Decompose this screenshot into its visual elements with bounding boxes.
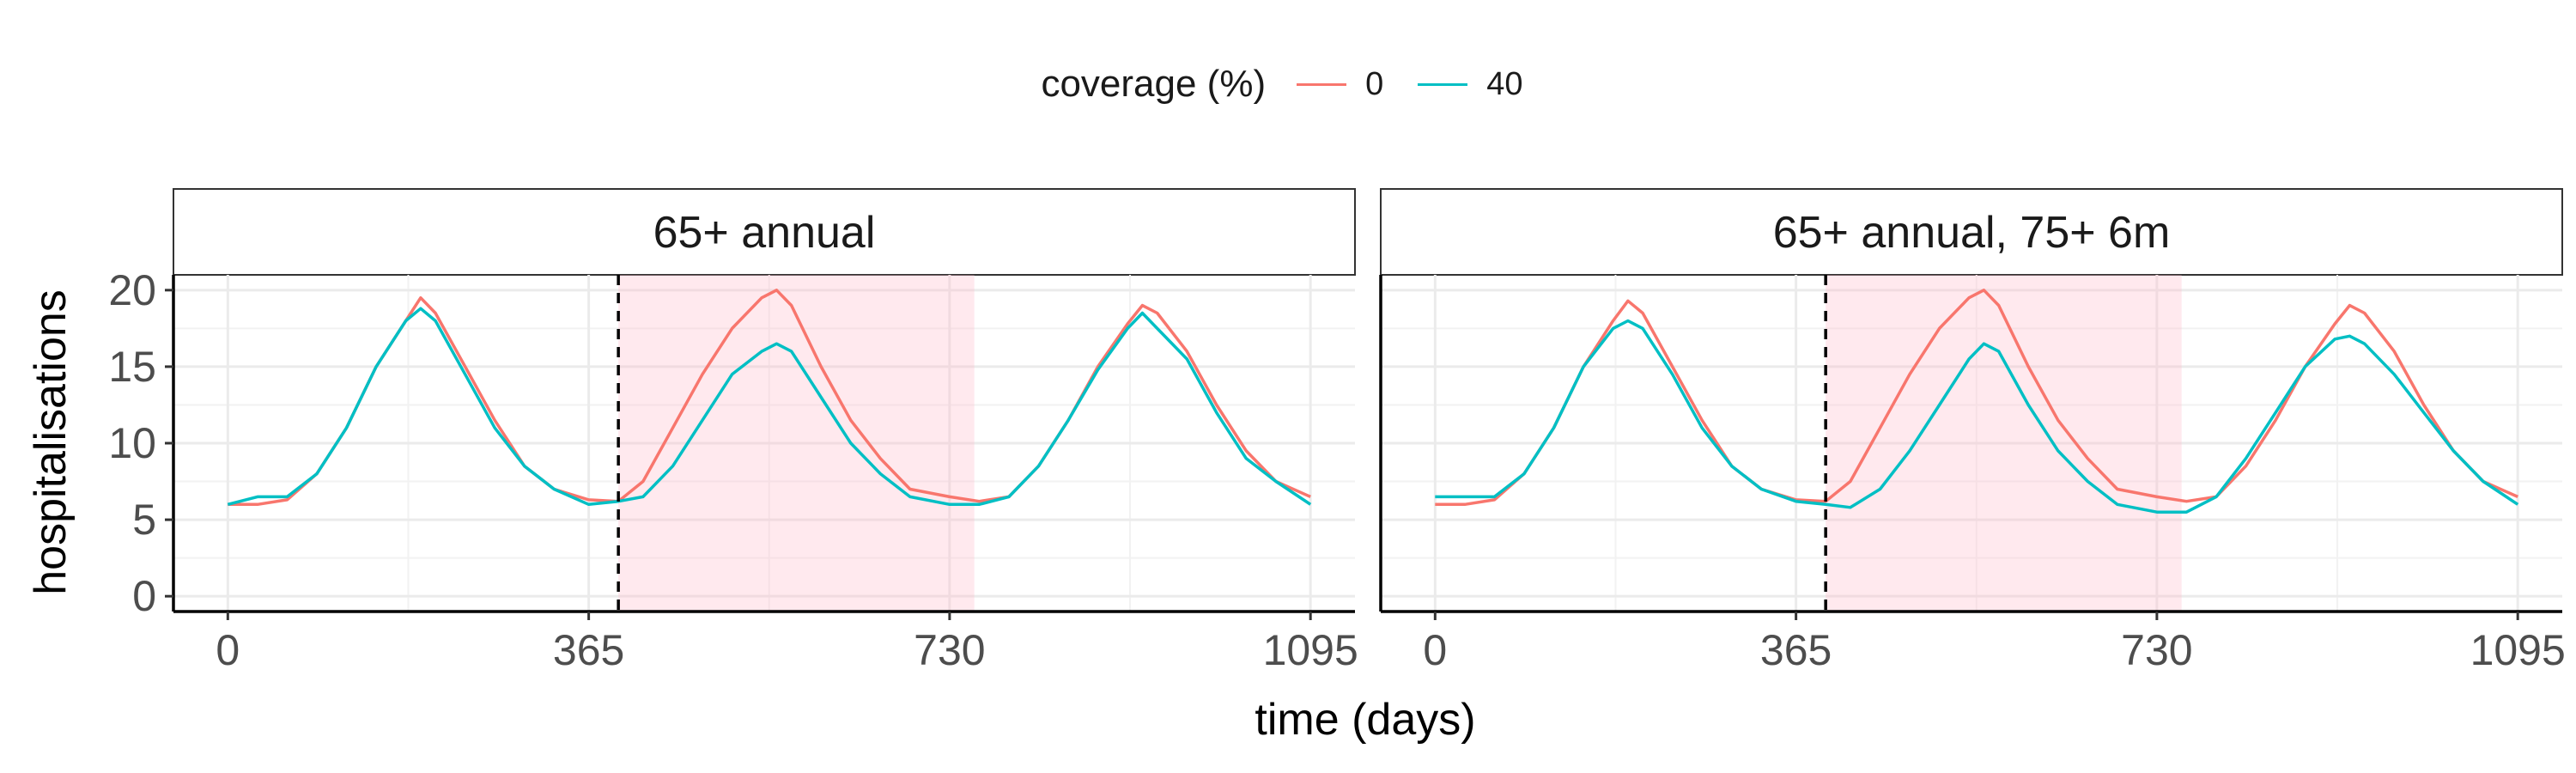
x-tick-label: 365 — [1760, 626, 1832, 674]
legend-label-40: 40 — [1486, 65, 1523, 102]
y-tick-label: 10 — [108, 419, 156, 467]
x-tick-label: 730 — [914, 626, 985, 674]
x-axis-title: time (days) — [1255, 695, 1475, 745]
legend-swatch-40 — [1418, 82, 1468, 86]
x-tick-label: 730 — [2121, 626, 2192, 674]
panel-strip-label-1: 65+ annual, 75+ 6m — [1773, 208, 2171, 258]
shaded-region-0 — [618, 275, 975, 612]
series-line-0-panel-0 — [228, 289, 1311, 507]
series-line-0-panel-1 — [1435, 289, 2518, 507]
x-tick-label: 365 — [553, 626, 624, 674]
legend-item-40: 40 — [1418, 65, 1523, 103]
x-tick-label: 0 — [1423, 626, 1447, 674]
y-tick-label: 5 — [132, 496, 156, 544]
y-axis-title: hospitalisations — [26, 289, 76, 595]
legend-title: coverage (%) — [1041, 63, 1267, 105]
panel-strip-1 — [1380, 188, 2563, 276]
legend-swatch-0 — [1297, 82, 1347, 86]
legend-item-0: 0 — [1297, 66, 1383, 103]
y-tick-label: 15 — [108, 343, 156, 391]
series-line-40-panel-1 — [1435, 319, 2519, 514]
x-tick-label: 1095 — [1263, 626, 1358, 674]
x-tick-label: 0 — [216, 626, 240, 674]
y-tick-label: 20 — [108, 266, 156, 314]
y-tick-label: 0 — [132, 572, 156, 620]
legend: coverage (%) 0 40 — [0, 50, 2576, 119]
shaded-region-1 — [1826, 275, 2182, 612]
x-tick-label: 1095 — [2470, 626, 2566, 674]
panel-strip-label-0: 65+ annual — [653, 208, 876, 258]
series-line-40-panel-0 — [227, 307, 1312, 507]
legend-label-0: 0 — [1365, 65, 1384, 102]
panel-strip-0 — [173, 188, 1356, 276]
